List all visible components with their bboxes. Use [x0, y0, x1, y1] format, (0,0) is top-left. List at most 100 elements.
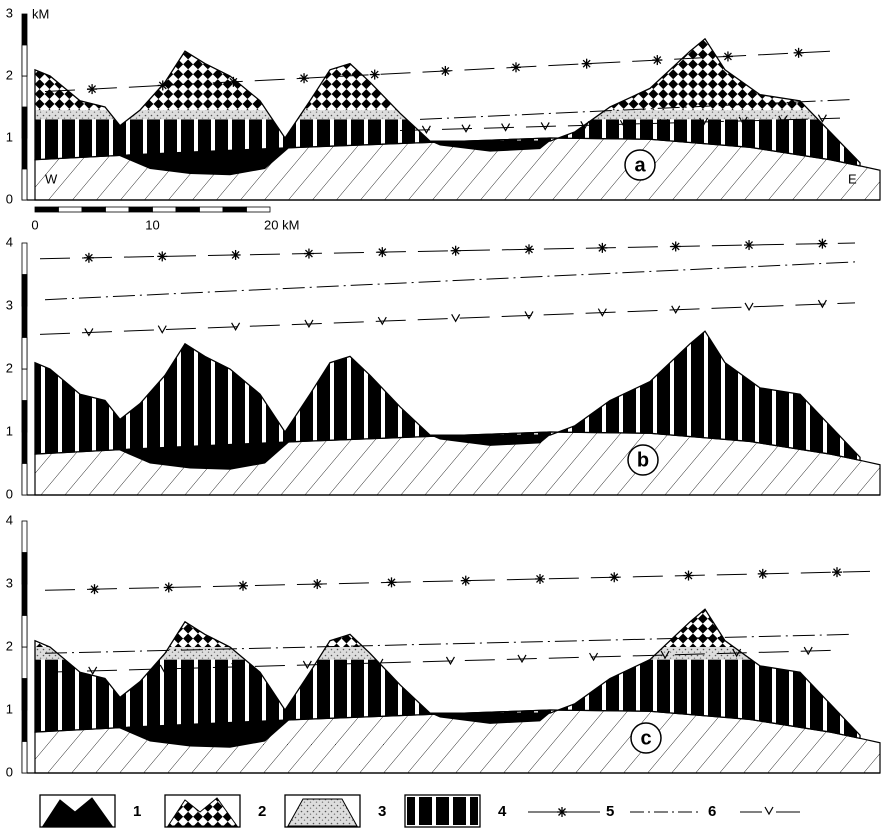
v-symbol — [619, 119, 629, 129]
y-tick-label: 2 — [6, 638, 13, 653]
axis-segment — [21, 678, 28, 711]
rock-layer — [35, 38, 860, 111]
reference-line — [44, 649, 841, 673]
legend-label: 3 — [378, 803, 386, 820]
valley-fill — [430, 713, 550, 724]
legend-swatch — [167, 797, 238, 827]
rock-layer — [35, 647, 860, 660]
v-symbol — [660, 650, 670, 660]
mountain-outline — [34, 37, 861, 167]
v-symbol — [88, 666, 98, 676]
scale-segment — [199, 206, 224, 213]
v-symbol — [778, 115, 788, 124]
scale-segment — [175, 206, 200, 213]
y-tick-label: 3 — [6, 5, 13, 20]
scale-segment — [152, 206, 177, 213]
scale-label: 20 kM — [264, 217, 299, 232]
scale-label: 0 — [31, 217, 38, 232]
scale-segment — [246, 206, 271, 213]
rock-layer — [35, 609, 860, 647]
legend-swatch — [407, 797, 478, 825]
reference-line — [419, 99, 851, 120]
y-tick-label: 0 — [6, 191, 13, 206]
v-symbol — [501, 123, 511, 132]
v-symbol — [803, 646, 813, 656]
axis-segment — [21, 337, 28, 370]
section-panel: 4 3 2 1 0 c — [6, 512, 881, 779]
v-symbol — [377, 316, 387, 326]
unit-label: kM — [32, 6, 49, 21]
scale-segment — [58, 206, 83, 213]
legend-swatch — [287, 798, 358, 827]
legend-label: 1 — [133, 803, 141, 820]
axis-segment — [21, 552, 28, 585]
valley-fill — [430, 141, 550, 152]
v-symbol — [517, 654, 527, 664]
panel-badge — [627, 444, 659, 476]
v-symbol — [580, 121, 590, 130]
reference-line — [39, 242, 856, 260]
v-symbol — [159, 664, 169, 674]
axis-segment — [21, 274, 28, 307]
reference-line — [44, 50, 831, 92]
y-tick-label: 1 — [6, 423, 13, 438]
v-symbol — [445, 656, 455, 666]
axis-segment — [21, 463, 28, 496]
v-symbol — [304, 319, 314, 329]
legend: 1 2 3 4 5 6 — [39, 794, 800, 828]
v-symbol — [421, 125, 431, 135]
valley-fill — [430, 435, 550, 446]
v-symbol — [699, 117, 709, 127]
reference-line — [399, 117, 841, 132]
mountain-outline — [34, 608, 861, 740]
y-tick-label: 2 — [6, 360, 13, 375]
legend-gap — [762, 805, 776, 819]
v-symbol — [302, 660, 312, 670]
panel-label: b — [637, 449, 649, 471]
axis-segment — [21, 168, 28, 201]
y-tick-label: 0 — [6, 486, 13, 501]
y-tick-label: 4 — [6, 234, 13, 249]
y-tick-label: 1 — [6, 129, 13, 144]
scale-segment — [128, 206, 153, 213]
legend-label: 2 — [258, 803, 266, 820]
scale-segment — [81, 206, 106, 213]
v-symbol — [374, 658, 384, 668]
v-symbol — [738, 116, 748, 126]
reference-line — [39, 302, 856, 335]
mountain-outline — [34, 330, 861, 462]
v-symbol — [744, 302, 754, 312]
v-symbol — [157, 325, 167, 334]
panel-badge — [624, 149, 656, 181]
v-symbol — [540, 122, 550, 131]
v-symbol — [597, 308, 607, 317]
v-symbol — [817, 114, 827, 123]
y-tick-label: 2 — [6, 67, 13, 82]
v-symbol — [461, 124, 471, 133]
reference-line — [44, 633, 851, 654]
scale-label: 10 — [145, 217, 159, 232]
y-tick-label: 0 — [6, 764, 13, 779]
axis-segment — [21, 615, 28, 648]
legend-swatch — [42, 797, 113, 827]
legend-label: 6 — [708, 803, 716, 820]
reference-line — [44, 261, 856, 301]
legend-label: 5 — [606, 803, 614, 820]
v-symbol — [451, 313, 461, 323]
legend-label: 4 — [498, 803, 507, 820]
y-tick-label: 3 — [6, 575, 13, 590]
v-symbol — [764, 806, 774, 816]
y-tick-label: 4 — [6, 512, 13, 527]
scale-segment — [222, 206, 247, 213]
v-symbol — [671, 305, 681, 314]
v-symbol — [659, 118, 669, 128]
axis-segment — [21, 741, 28, 774]
panel-label: a — [634, 154, 646, 176]
v-symbol — [231, 662, 241, 672]
panel-label: c — [640, 727, 651, 749]
panel-badge — [630, 722, 662, 754]
y-tick-label: 3 — [6, 297, 13, 312]
scale-segment — [105, 206, 130, 213]
